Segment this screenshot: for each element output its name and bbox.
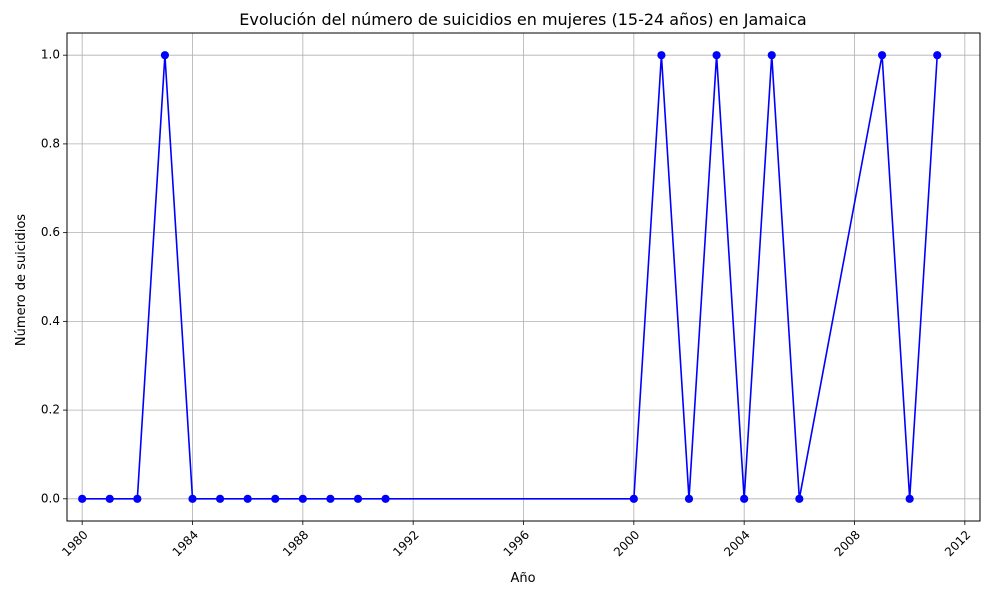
y-tick-label: 1.0 xyxy=(41,48,60,62)
chart-title: Evolución del número de suicidios en muj… xyxy=(239,10,806,29)
data-point xyxy=(188,494,197,503)
data-point xyxy=(740,494,749,503)
data-point xyxy=(684,494,694,503)
data-point xyxy=(326,494,335,503)
x-axis-label: Año xyxy=(510,571,535,586)
data-point xyxy=(298,494,307,503)
data-point xyxy=(215,494,225,503)
series-line xyxy=(82,54,939,500)
data-point xyxy=(877,51,887,60)
data-point xyxy=(105,494,114,503)
data-point xyxy=(933,51,942,60)
data-point xyxy=(243,494,252,503)
y-axis-label: Número de suicidios xyxy=(14,214,29,346)
data-point xyxy=(795,494,804,503)
data-point xyxy=(160,51,170,60)
series-layer xyxy=(78,51,942,503)
data-point xyxy=(271,494,280,503)
data-point xyxy=(78,494,87,503)
y-tick-label: 0.6 xyxy=(41,225,60,239)
data-point xyxy=(712,51,721,60)
data-point xyxy=(133,494,142,503)
data-point xyxy=(767,51,776,60)
y-tick-label: 0.8 xyxy=(41,136,60,150)
data-point xyxy=(381,494,390,503)
y-tick-label: 0.4 xyxy=(41,314,60,328)
data-point xyxy=(629,494,638,503)
data-point xyxy=(905,494,914,503)
y-tick-label: 0.0 xyxy=(41,491,60,505)
data-point xyxy=(657,51,666,60)
data-point xyxy=(353,494,363,503)
y-tick-label: 0.2 xyxy=(41,403,60,417)
